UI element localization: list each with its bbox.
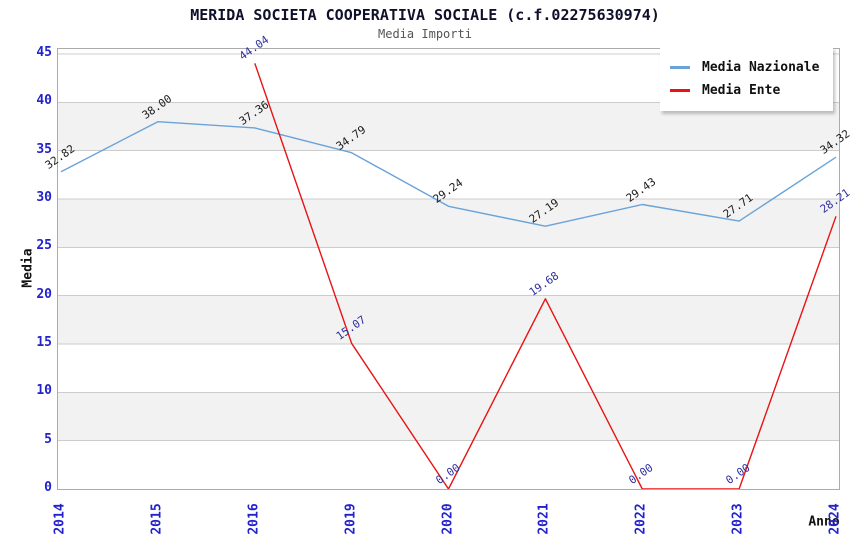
y-tick-label: 45 xyxy=(36,45,52,60)
plot-svg xyxy=(58,53,839,489)
y-tick-label: 15 xyxy=(36,335,52,350)
y-tick-label: 5 xyxy=(44,431,52,447)
y-tick-label: 20 xyxy=(36,286,52,302)
x-tick-label: 2023 xyxy=(730,503,746,535)
chart-title: MERIDA SOCIETA COOPERATIVA SOCIALE (c.f.… xyxy=(190,6,660,24)
band xyxy=(58,392,839,441)
legend-swatch-media-nazionale xyxy=(670,66,690,69)
legend-label: Media Nazionale xyxy=(702,60,820,75)
y-tick-label: 30 xyxy=(36,190,52,205)
x-tick-label: 2019 xyxy=(343,503,359,535)
legend-swatch-media-ente xyxy=(670,89,690,92)
legend-item-media-nazionale: Media Nazionale xyxy=(670,56,819,79)
band xyxy=(58,199,839,248)
y-tick-label: 40 xyxy=(36,93,52,109)
x-axis-title: Anno xyxy=(808,514,840,530)
band xyxy=(58,295,839,344)
series-line-media-nazionale xyxy=(60,121,837,227)
legend-item-media-ente: Media Ente xyxy=(670,79,819,102)
x-tick-label: 2016 xyxy=(246,503,262,535)
series-line-media-ente xyxy=(254,63,837,489)
plot-area xyxy=(57,48,840,490)
legend-label: Media Ente xyxy=(702,83,781,98)
legend-box: Media Nazionale Media Ente xyxy=(660,47,834,111)
y-tick-label: 35 xyxy=(36,141,52,157)
x-tick-label: 2024 xyxy=(827,503,843,535)
x-tick-label: 2021 xyxy=(536,503,552,535)
x-tick-label: 2014 xyxy=(52,503,68,535)
y-tick-label: 25 xyxy=(36,238,52,254)
x-tick-label: 2015 xyxy=(149,503,165,535)
y-tick-label: 0 xyxy=(44,480,52,495)
chart-subtitle: Media Importi xyxy=(378,27,472,41)
x-tick-label: 2022 xyxy=(633,503,649,535)
x-tick-label: 2020 xyxy=(440,503,455,535)
y-tick-label: 10 xyxy=(36,383,52,399)
